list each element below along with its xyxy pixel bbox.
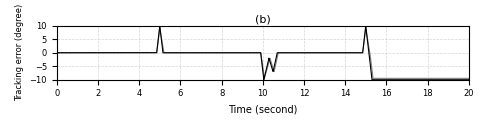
Title: (b): (b) bbox=[254, 15, 270, 25]
X-axis label: Time (second): Time (second) bbox=[227, 104, 297, 114]
Y-axis label: Tracking error (degree): Tracking error (degree) bbox=[15, 4, 24, 101]
